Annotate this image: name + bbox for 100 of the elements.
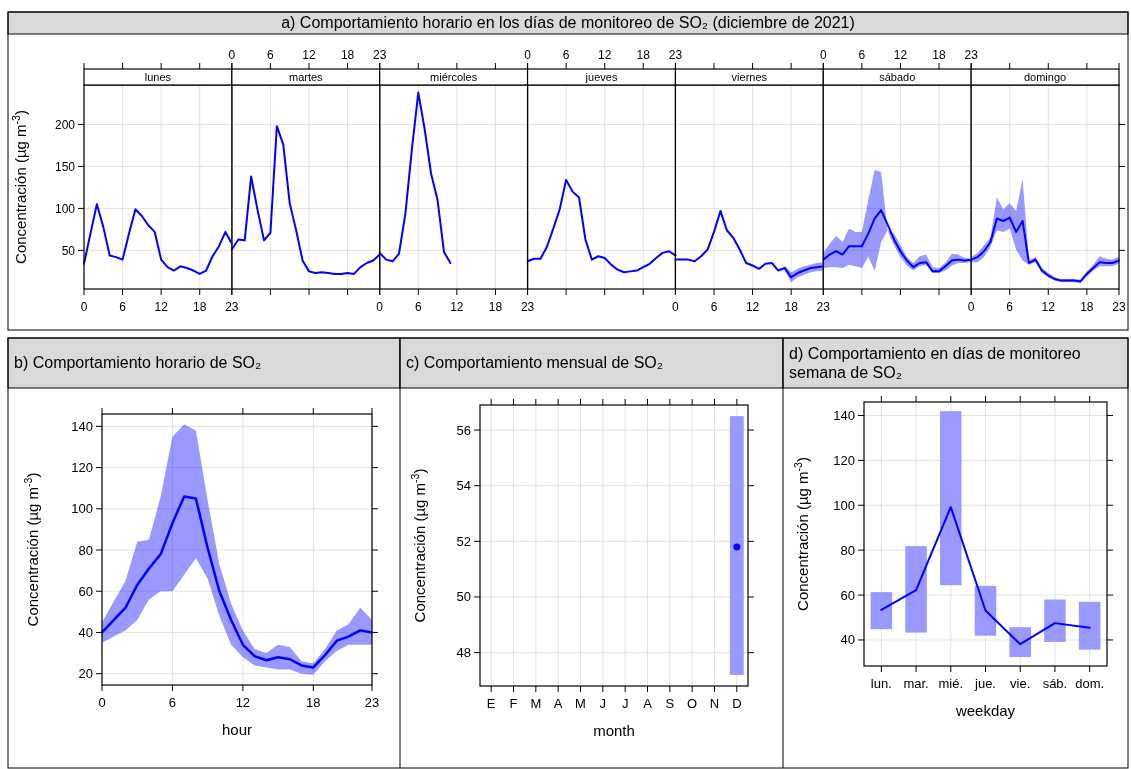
y-tick-label: 140 [833, 407, 855, 423]
x-tick-label: 12 [745, 300, 760, 314]
x-tick-label: 23 [373, 48, 387, 62]
x-tick-label: 6 [562, 48, 570, 62]
y-tick-label: 60 [840, 587, 855, 603]
x-tick-label: 12 [154, 300, 169, 314]
x-tick-label: J [621, 696, 629, 711]
bar [974, 585, 997, 636]
x-tick-label: 18 [784, 300, 799, 314]
bar [1044, 599, 1066, 642]
bar [940, 411, 962, 586]
x-tick-label: 23 [816, 300, 831, 314]
x-tick-label: 18 [306, 695, 321, 710]
line-series [880, 506, 1091, 646]
x-axis-title: weekday [954, 702, 1016, 719]
y-tick-label: 150 [54, 159, 76, 174]
x-tick-label: 23 [1112, 300, 1126, 314]
x-tick-label: 18 [340, 48, 355, 62]
y-tick-label: 200 [54, 117, 76, 132]
y-tick-label: 80 [840, 542, 855, 558]
x-tick-label: J [599, 696, 607, 711]
x-tick-label: M [530, 696, 542, 711]
x-tick-label: F [509, 696, 518, 711]
x-tick-label: 6 [267, 48, 275, 62]
x-tick-label: 18 [1080, 300, 1094, 314]
x-tick-label: vie. [1010, 676, 1031, 691]
line-series [100, 495, 374, 669]
x-tick-label: jue. [974, 676, 996, 691]
x-tick-label: A [643, 696, 653, 711]
x-tick-label: S [665, 696, 675, 711]
y-tick-label: 48 [456, 645, 471, 661]
text: a) Comportamiento horario en los días de monitoreo de SO₂ (diciembre de 2021) [281, 14, 855, 31]
x-tick-label: 23 [364, 695, 380, 710]
x-tick-label: 12 [235, 695, 251, 710]
x-tick-label: 0 [376, 300, 384, 314]
y-tick-label: 52 [456, 533, 471, 549]
x-tick-label: 12 [893, 48, 908, 62]
x-tick-label: 23 [225, 300, 239, 314]
chart-title: b) Comportamiento horario de SO₂ [14, 354, 262, 371]
x-tick-label: 0 [967, 300, 975, 314]
y-tick-label: 80 [78, 542, 93, 558]
y-tick-label: 20 [78, 666, 93, 682]
chart-subtitle: domingo [1023, 71, 1067, 83]
x-tick-label: 6 [710, 300, 718, 314]
x-axis-title: month [593, 722, 635, 739]
y-tick-label: 50 [61, 243, 76, 258]
x-tick-label: 6 [1006, 300, 1014, 314]
x-tick-label: 0 [524, 48, 532, 62]
x-tick-label: 23 [964, 48, 979, 62]
chart-title: d) Comportamiento en días de monitoreo semana de SO₂ [789, 344, 1081, 381]
x-tick-label: 12 [302, 48, 316, 62]
x-tick-label: 18 [932, 48, 946, 62]
x-tick-label: 12 [450, 300, 464, 314]
x-tick-label: mié. [938, 676, 964, 691]
y-tick-label: 140 [71, 418, 93, 434]
x-tick-label: 0 [819, 48, 827, 62]
x-tick-label: 0 [98, 695, 106, 710]
y-tick-label: 100 [71, 501, 93, 517]
x-axis-title: hour [221, 721, 253, 738]
y-tick-label: 56 [456, 422, 471, 438]
x-tick-label: 23 [520, 300, 535, 314]
bar [905, 546, 927, 633]
chart-subtitle: miércoles [430, 71, 478, 83]
x-tick-label: 6 [119, 300, 127, 314]
x-tick-label: mar. [903, 676, 929, 691]
bar [1009, 627, 1031, 658]
y-tick-label: 120 [71, 460, 93, 476]
x-tick-label: 18 [193, 300, 207, 314]
y-tick-label: 100 [54, 201, 76, 216]
x-tick-label: A [553, 696, 563, 711]
x-tick-label: M [575, 696, 586, 711]
y-tick-label: 40 [78, 624, 93, 640]
x-tick-label: 12 [598, 48, 612, 62]
chart-subtitle: lunes [144, 71, 172, 83]
y-tick-label: 50 [456, 589, 471, 605]
y-tick-label: 100 [833, 497, 855, 513]
x-tick-label: 6 [168, 695, 177, 710]
x-tick-label: 12 [1041, 300, 1056, 314]
bar [870, 592, 893, 630]
chart-subtitle: sábado [879, 71, 916, 83]
x-tick-label: 18 [636, 48, 651, 62]
y-tick-label: 40 [840, 632, 855, 648]
chart-subtitle: jueves [584, 71, 618, 83]
x-tick-label: 18 [488, 300, 503, 314]
x-tick-label: dom. [1075, 676, 1105, 691]
bar [1078, 601, 1101, 650]
chart-subtitle: martes [288, 71, 324, 83]
y-tick-label: 120 [833, 452, 855, 468]
x-tick-label: N [709, 696, 720, 711]
x-tick-label: 23 [668, 48, 683, 62]
x-tick-label: O [687, 696, 698, 711]
chart-subtitle: viernes [731, 71, 768, 83]
x-tick-label: lun. [870, 676, 892, 691]
x-tick-label: 0 [228, 48, 236, 62]
x-tick-label: 6 [858, 48, 866, 62]
x-tick-label: D [732, 696, 742, 711]
x-tick-label: sáb. [1042, 676, 1068, 691]
x-tick-label: 0 [672, 300, 680, 314]
x-tick-label: 6 [414, 300, 422, 314]
y-tick-label: 60 [78, 583, 93, 599]
